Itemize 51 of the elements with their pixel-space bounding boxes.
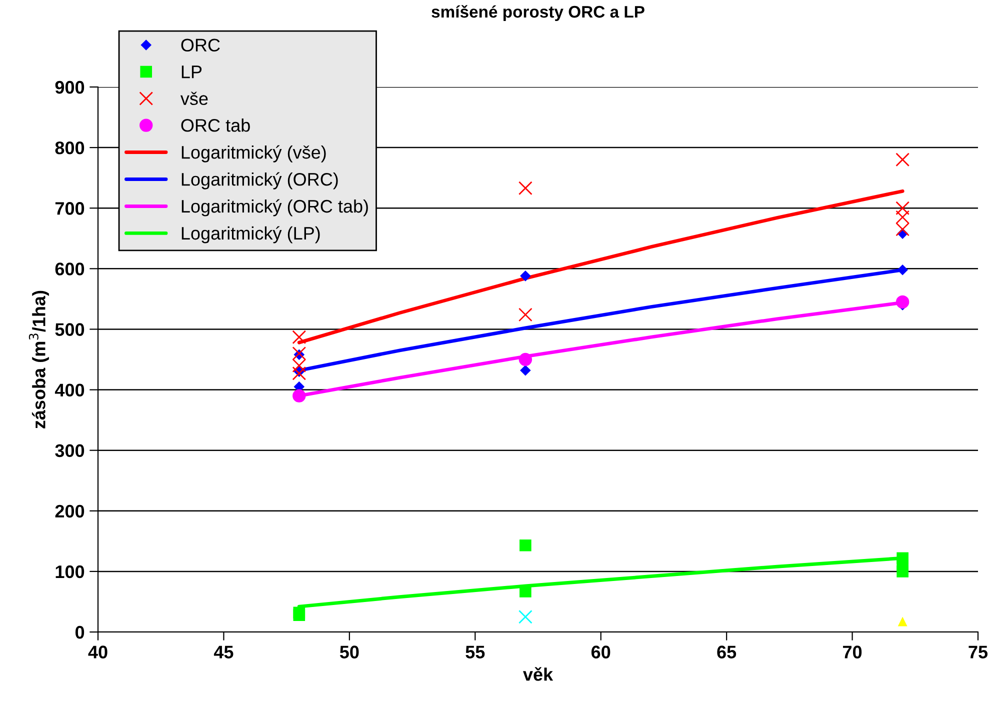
chart-title: smíšené porosty ORC a LP [432,5,644,22]
x-tick-label: 75 [968,646,988,658]
x-tick-label: 45 [214,646,234,658]
y-tick-label: 500 [55,323,84,336]
point [292,366,306,380]
y-tick-label: 400 [54,384,84,396]
point [520,270,531,282]
point [896,222,910,236]
y-tick-label: 200 [55,504,84,518]
point [292,330,306,344]
point [896,152,910,167]
point [292,346,306,360]
point [896,566,908,578]
point [520,365,531,376]
y-axis-title: zásoba (m$^{3}$/1ha) [28,290,49,428]
point [520,586,532,598]
x-tick-label: 65 [717,646,736,658]
point [518,181,532,196]
y-tick-label: 800 [55,141,84,154]
y-tick-label: 700 [55,202,84,215]
legend-label: vše [180,92,208,106]
point [292,358,306,372]
legend-label: ORC [181,38,220,52]
x-axis-title: věk [523,667,554,681]
point [293,609,306,621]
x-tick-label: 70 [843,646,862,658]
point [520,540,532,552]
y-tick-label: 0 [75,626,84,639]
legend-label: Logaritmický (ORC tab) [182,199,368,216]
x-tick-label: 55 [466,646,485,658]
y-tick-label: 900 [55,80,84,94]
x-tick-label: 40 [88,646,108,658]
point [518,308,532,322]
x-tick-label: 60 [591,646,610,658]
point [898,617,908,626]
y-tick-label: 300 [55,444,84,458]
point [518,352,532,366]
point [896,295,910,309]
legend-label: LP [182,66,202,78]
legend-label: Logaritmický (ORC) [182,172,338,190]
y-tick-label: 100 [56,565,84,578]
y-tick-label: 600 [55,262,84,276]
legend-label: Logaritmický (vše) [182,145,326,162]
point [896,201,910,216]
legend-label: Logaritmický (LP) [182,226,320,244]
point [518,610,532,624]
x-tick-label: 50 [340,646,359,658]
point [897,264,908,276]
point [896,210,910,224]
point [292,389,306,402]
legend-label: ORC tab [181,118,250,132]
